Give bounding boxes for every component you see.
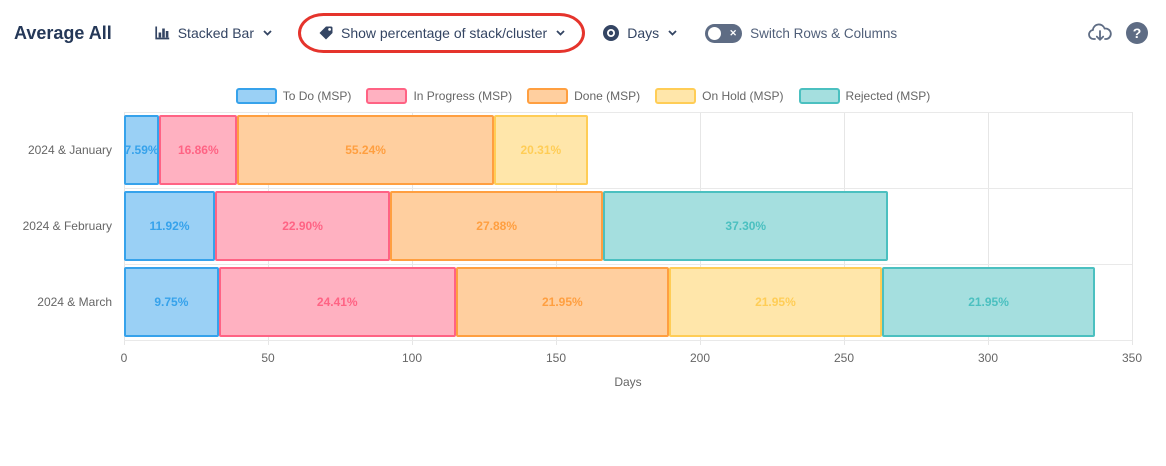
- stacked-bar: 7.59% 16.86% 55.24% 20.31%: [124, 115, 588, 185]
- legend-item[interactable]: Rejected (MSP): [798, 88, 931, 104]
- legend-swatch: [655, 88, 697, 104]
- bar-segment-percent-label: 21.95%: [968, 295, 1009, 309]
- question-mark-circle-icon: ?: [1126, 22, 1148, 44]
- axis-tick-label: 100: [401, 351, 423, 365]
- stacked-bar: 11.92% 22.90% 27.88% 37.30%: [124, 191, 889, 261]
- legend-swatch: [366, 88, 408, 104]
- bar-segment-to-do-msp[interactable]: 7.59%: [124, 115, 160, 185]
- toggle-knob: [708, 26, 722, 40]
- gridline: [124, 112, 1132, 113]
- bar-segment-to-do-msp[interactable]: 9.75%: [124, 267, 219, 337]
- value-axis-ticks: 0 50 100 150 200 250 300 350: [120, 351, 1142, 367]
- tag-icon: [319, 26, 333, 40]
- chart-type-dropdown[interactable]: Stacked Bar: [154, 25, 272, 41]
- plot-area: 7.59% 16.86% 55.24% 20.31% 11.92% 22.90% 27.88…: [124, 112, 1133, 345]
- legend-label: To Do (MSP): [282, 89, 352, 103]
- chevron-down-icon: [263, 30, 272, 36]
- axis-tick-label: 150: [545, 351, 567, 365]
- gridline: [1132, 112, 1133, 345]
- unit-label: Days: [627, 25, 660, 41]
- bar-segment-percent-label: 21.95%: [541, 295, 583, 309]
- chart-type-label: Stacked Bar: [177, 25, 254, 41]
- bar-segment-done-msp[interactable]: 21.95%: [455, 267, 669, 337]
- gridline: [988, 112, 989, 345]
- toggle-x-icon: ✕: [729, 28, 737, 38]
- legend-item[interactable]: To Do (MSP): [235, 88, 352, 104]
- toolbar: Average All Stacked Bar Show percentage …: [0, 0, 1166, 66]
- category-label: 2024 & January: [27, 143, 112, 157]
- category-label: 2024 & February: [22, 219, 112, 233]
- chart-legend: To Do (MSP) In Progress (MSP) Done (MSP) On…: [0, 88, 1166, 104]
- axis-tick-label: 200: [689, 351, 711, 365]
- bar-segment-in-progress-msp[interactable]: 24.41%: [218, 267, 456, 337]
- export-button[interactable]: [1087, 20, 1113, 46]
- bar-segment-on-hold-msp[interactable]: 20.31%: [493, 115, 588, 185]
- stacked-bar-chart: 2024 & January 2024 & February 2024 & Marc…: [0, 112, 1166, 402]
- bar-segment-percent-label: 16.86%: [177, 143, 219, 157]
- bar-segment-on-hold-msp[interactable]: 21.95%: [668, 267, 882, 337]
- bar-segment-percent-label: 9.75%: [154, 295, 189, 309]
- legend-label: Done (MSP): [574, 89, 641, 103]
- toolbar-right-icons: ?: [1087, 20, 1150, 46]
- legend-label: On Hold (MSP): [702, 89, 784, 103]
- category-label: 2024 & March: [37, 295, 112, 309]
- axis-tick-label: 50: [261, 351, 275, 365]
- bar-row: 11.92% 22.90% 27.88% 37.30%: [124, 188, 1132, 264]
- bar-segment-percent-label: 21.95%: [755, 295, 796, 309]
- percentage-option-label: Show percentage of stack/cluster: [340, 25, 548, 41]
- bar-segment-to-do-msp[interactable]: 11.92%: [124, 191, 215, 261]
- help-button[interactable]: ?: [1124, 20, 1150, 46]
- category-axis-labels: 2024 & January 2024 & February 2024 & Marc…: [0, 112, 112, 340]
- legend-swatch: [235, 88, 277, 104]
- legend-item[interactable]: Done (MSP): [527, 88, 640, 104]
- bar-segment-rejected-msp[interactable]: 37.30%: [603, 191, 889, 261]
- bullseye-icon: [603, 25, 620, 41]
- legend-label: In Progress (MSP): [413, 89, 513, 103]
- axis-tick-label: 350: [1121, 351, 1143, 365]
- bar-segment-percent-label: 27.88%: [476, 219, 517, 233]
- gridline: [124, 188, 1132, 189]
- bar-rows: 7.59% 16.86% 55.24% 20.31% 11.92% 22.90% 27.88…: [124, 112, 1132, 340]
- legend-item[interactable]: On Hold (MSP): [655, 88, 784, 104]
- switch-rows-columns-control: ✕ Switch Rows & Columns: [705, 23, 898, 43]
- legend-label: Rejected (MSP): [845, 89, 931, 103]
- axis-tick-label: 0: [120, 351, 128, 365]
- bar-segment-percent-label: 11.92%: [149, 219, 190, 233]
- legend-swatch: [798, 88, 840, 104]
- switch-rows-columns-toggle[interactable]: ✕: [705, 23, 743, 43]
- bar-chart-icon: [155, 26, 169, 40]
- gridline: [124, 264, 1132, 265]
- bar-segment-done-msp[interactable]: 55.24%: [237, 115, 494, 185]
- bar-segment-percent-label: 22.90%: [282, 219, 323, 233]
- legend-swatch: [527, 88, 569, 104]
- bar-segment-in-progress-msp[interactable]: 16.86%: [159, 115, 238, 185]
- bar-row: 7.59% 16.86% 55.24% 20.31%: [124, 112, 1132, 188]
- value-axis-title: Days: [614, 375, 642, 389]
- legend-item[interactable]: In Progress (MSP): [366, 88, 512, 104]
- chevron-down-icon: [556, 30, 565, 36]
- bar-segment-done-msp[interactable]: 27.88%: [390, 191, 604, 261]
- bar-segment-percent-label: 24.41%: [316, 295, 358, 309]
- bar-segment-rejected-msp[interactable]: 21.95%: [881, 267, 1096, 337]
- percentage-option-dropdown annotation-highlight-oval[interactable]: Show percentage of stack/cluster: [297, 13, 586, 53]
- page-title: Average All: [14, 22, 112, 43]
- unit-dropdown[interactable]: Days: [602, 24, 677, 42]
- bar-segment-in-progress-msp[interactable]: 22.90%: [215, 191, 391, 261]
- axis-tick-label: 250: [833, 351, 855, 365]
- cloud-download-icon: [1088, 23, 1112, 41]
- gridline: [124, 340, 1132, 341]
- axis-tick-label: 300: [977, 351, 999, 365]
- bar-segment-percent-label: 55.24%: [345, 143, 386, 157]
- bar-segment-percent-label: 7.59%: [124, 143, 159, 157]
- bar-segment-percent-label: 37.30%: [725, 219, 767, 233]
- bar-segment-percent-label: 20.31%: [520, 143, 562, 157]
- chevron-down-icon: [668, 30, 677, 36]
- stacked-bar: 9.75% 24.41% 21.95% 21.95% 21.95%: [124, 267, 1096, 337]
- switch-rows-columns-label: Switch Rows & Columns: [750, 25, 898, 41]
- bar-row: 9.75% 24.41% 21.95% 21.95% 21.95%: [124, 264, 1132, 340]
